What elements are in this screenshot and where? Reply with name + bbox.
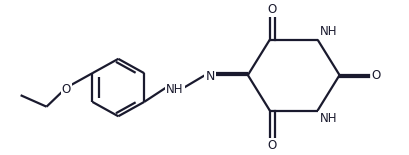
Text: O: O: [371, 69, 380, 82]
Text: O: O: [267, 139, 276, 152]
Text: NH: NH: [166, 83, 183, 95]
Text: O: O: [267, 3, 276, 16]
Text: O: O: [62, 83, 71, 95]
Text: NH: NH: [319, 112, 336, 125]
Text: NH: NH: [319, 25, 336, 38]
Text: N: N: [205, 70, 214, 83]
